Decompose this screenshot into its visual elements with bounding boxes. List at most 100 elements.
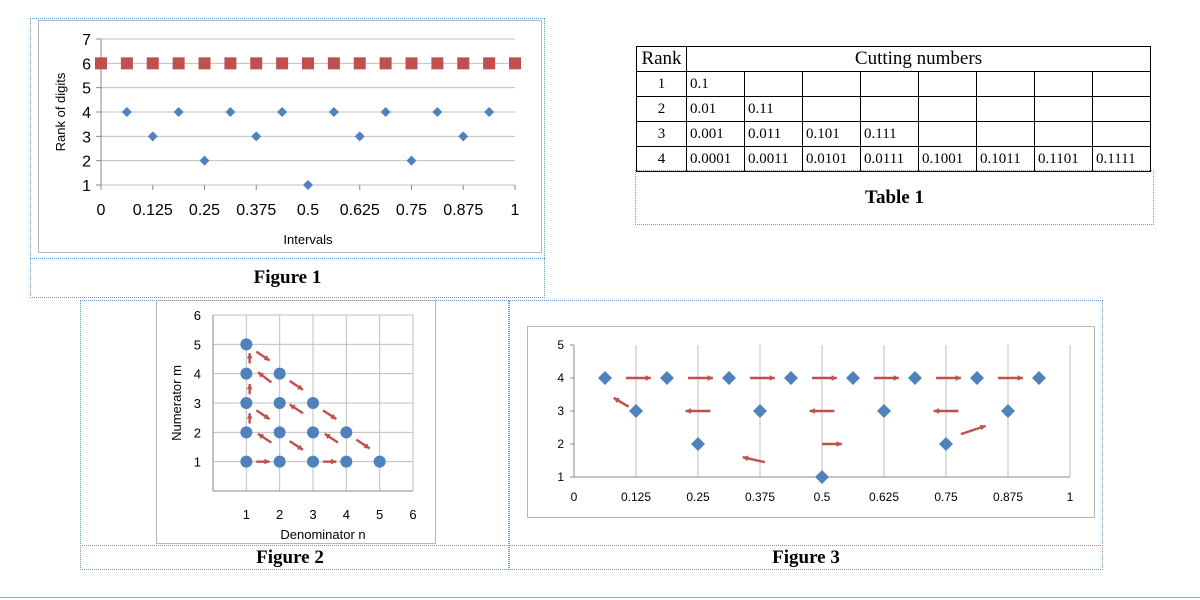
cutting-number-cell: [918, 71, 977, 97]
data-point: [276, 57, 289, 70]
arrow-head: [263, 413, 270, 420]
y-tick-label: 3: [194, 396, 201, 411]
arrow-head: [769, 375, 775, 381]
data-point: [147, 131, 158, 142]
rank-cell: 4: [636, 146, 687, 172]
data-point: [509, 57, 521, 70]
x-tick-label: 1: [1067, 490, 1074, 504]
data-point: [379, 57, 392, 70]
cutting-number-cell: 0.0111: [860, 146, 919, 172]
data-point: [328, 107, 339, 117]
cutting-number-cell: [976, 121, 1035, 147]
x-tick-label: 3: [309, 507, 316, 522]
data-point: [815, 470, 829, 484]
data-point: [380, 107, 391, 117]
rank-cell: 1: [636, 71, 687, 97]
data-point: [340, 455, 353, 468]
data-point: [457, 57, 470, 70]
cutting-number-cell: 0.1: [686, 71, 745, 97]
cutting-number-cell: [1092, 96, 1151, 122]
data-point: [483, 57, 496, 70]
table1-caption: Table 1: [865, 187, 924, 208]
figure1-caption-frame: [30, 258, 545, 298]
figure3-caption-frame: [509, 545, 1103, 570]
data-point: [224, 57, 237, 70]
data-point: [250, 57, 263, 70]
cutting-number-cell: 0.0001: [686, 146, 745, 172]
data-point: [172, 57, 185, 70]
x-tick-label: 0.375: [236, 202, 276, 219]
x-tick-label: 0.875: [443, 202, 483, 219]
arrow-head: [363, 443, 370, 449]
y-tick-label: 7: [82, 32, 91, 49]
arrow-head: [707, 375, 713, 381]
cutting-number-cell: [1034, 71, 1093, 97]
data-point: [1001, 404, 1015, 418]
header-cutting-numbers: Cutting numbers: [686, 46, 1151, 72]
data-point: [458, 131, 469, 142]
data-point: [307, 455, 319, 468]
cutting-number-cell: [860, 71, 919, 97]
y-tick-label: 3: [82, 129, 91, 146]
data-point: [173, 107, 184, 117]
table1: Rank Cutting numbers 1 0.1 2 0.01 0.11 3 0.001…: [636, 46, 1151, 172]
cutting-number-cell: [1034, 121, 1093, 147]
data-point: [307, 426, 319, 439]
data-point: [121, 107, 132, 117]
data-point: [908, 371, 922, 385]
x-tick-label: 4: [343, 507, 350, 522]
arrow-head: [246, 413, 253, 419]
x-axis-label: Intervals: [283, 232, 333, 247]
x-tick-label: 0.125: [621, 490, 651, 504]
arrow-head: [613, 397, 620, 403]
data-point: [784, 371, 798, 385]
x-tick-label: 0.25: [686, 490, 710, 504]
data-point: [95, 57, 107, 70]
x-tick-label: 6: [409, 507, 416, 522]
y-tick-label: 2: [82, 154, 91, 171]
table-header-row: Rank Cutting numbers: [636, 46, 1151, 72]
cutting-number-cell: [1034, 96, 1093, 122]
arrow-head: [955, 375, 961, 381]
data-point: [970, 371, 984, 385]
cutting-number-cell: [802, 71, 861, 97]
x-tick-label: 0: [571, 490, 578, 504]
x-axis-label: Denominator n: [280, 527, 365, 542]
y-tick-label: 1: [194, 455, 201, 470]
cutting-number-cell: [918, 96, 977, 122]
data-point: [431, 57, 444, 70]
arrow-head: [258, 433, 264, 440]
arrow-head: [246, 383, 253, 390]
data-point: [406, 155, 417, 166]
arrow-head: [246, 353, 253, 359]
arrow-head: [645, 375, 651, 381]
rank-cell: 2: [636, 96, 687, 122]
data-point: [198, 57, 211, 70]
arrow-head: [331, 458, 337, 465]
arrow-head: [297, 384, 303, 390]
data-point: [277, 107, 288, 117]
cutting-number-cell: 0.0011: [744, 146, 803, 172]
arrow-head: [831, 375, 837, 381]
arrow-head: [289, 404, 296, 410]
data-point: [273, 397, 286, 409]
data-point: [373, 455, 386, 468]
cutting-number-cell: [1092, 71, 1151, 97]
cutting-number-cell: [860, 96, 919, 122]
y-tick-label: 1: [557, 470, 564, 484]
x-tick-label: 0.25: [189, 202, 220, 219]
figure1-chart-area: 1 2 3 4 5 6 7 0 0.125 0.25 0.375 0.5 0.625 0.75 0.875 1…: [38, 20, 542, 253]
data-point: [484, 107, 495, 117]
x-tick-label: 0.625: [869, 490, 899, 504]
data-point: [240, 426, 253, 439]
y-axis-label: Rank of digits: [53, 72, 68, 151]
y-tick-label: 1: [82, 178, 91, 195]
data-point: [353, 57, 366, 70]
figure1-caption: Figure 1: [253, 267, 322, 288]
y-tick-label: 5: [557, 338, 564, 352]
data-point: [846, 371, 860, 385]
cutting-number-cell: 0.1101: [1034, 146, 1093, 172]
figure3-chart-area: 0 0.125 0.25 0.375 0.5 0.625 0.75 0.875 1 1 2 3 4 5: [527, 326, 1095, 518]
data-point: [877, 404, 891, 418]
data-point: [753, 404, 767, 418]
